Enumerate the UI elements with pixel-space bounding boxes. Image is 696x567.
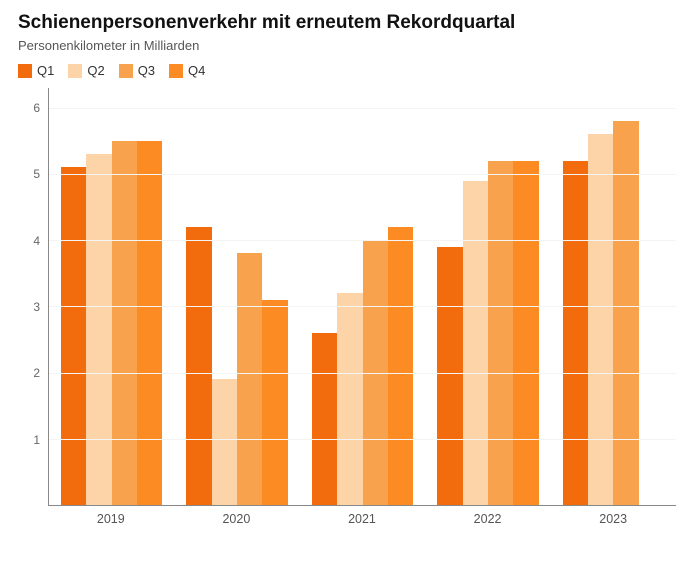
bar-2022-q3: [488, 161, 513, 505]
x-axis-labels: 20192020202120222023: [48, 508, 676, 528]
bar-2021-q1: [312, 333, 337, 505]
legend-swatch: [18, 64, 32, 78]
bar-2019-q4: [137, 141, 162, 505]
legend-swatch: [169, 64, 183, 78]
bar-2023-q2: [588, 134, 613, 505]
legend-item-q3: Q3: [119, 63, 155, 78]
plot-area: [48, 88, 676, 506]
bar-2019-q2: [86, 154, 111, 505]
legend-label: Q2: [87, 63, 104, 78]
bar-2020-q4: [262, 300, 287, 505]
y-tick-label: 1: [33, 433, 40, 447]
bar-2022-q4: [513, 161, 538, 505]
x-label-2019: 2019: [48, 508, 174, 528]
bar-2019-q1: [61, 167, 86, 505]
legend-swatch: [119, 64, 133, 78]
y-tick-label: 6: [33, 101, 40, 115]
bar-group-2020: [174, 88, 299, 505]
bar-group-2021: [300, 88, 425, 505]
bar-2019-q3: [112, 141, 137, 505]
legend-item-q4: Q4: [169, 63, 205, 78]
legend-label: Q3: [138, 63, 155, 78]
bar-2020-q3: [237, 253, 262, 505]
gridline: [49, 439, 676, 440]
bar-groups: [49, 88, 676, 505]
x-label-2022: 2022: [425, 508, 551, 528]
legend-swatch: [68, 64, 82, 78]
bar-2020-q2: [212, 379, 237, 505]
bar-group-2019: [49, 88, 174, 505]
bar-2021-q2: [337, 293, 362, 505]
legend-label: Q4: [188, 63, 205, 78]
legend-item-q2: Q2: [68, 63, 104, 78]
y-tick-label: 5: [33, 167, 40, 181]
bar-group-2022: [425, 88, 550, 505]
legend-label: Q1: [37, 63, 54, 78]
y-axis: 1 2 3 4 5 6: [18, 88, 44, 528]
bar-2023-q1: [563, 161, 588, 505]
bar-2022-q1: [437, 247, 462, 505]
gridline: [49, 373, 676, 374]
bar-2023-q3: [613, 121, 638, 505]
gridline: [49, 108, 676, 109]
legend-item-q1: Q1: [18, 63, 54, 78]
bar-2022-q2: [463, 181, 488, 505]
x-label-2023: 2023: [550, 508, 676, 528]
bar-group-2023: [551, 88, 676, 505]
y-tick-label: 4: [33, 234, 40, 248]
chart-area: 1 2 3 4 5 6 20192020202120222023: [18, 88, 678, 528]
gridline: [49, 240, 676, 241]
bar-2021-q4: [388, 227, 413, 505]
gridline: [49, 306, 676, 307]
y-tick-label: 2: [33, 366, 40, 380]
x-label-2020: 2020: [174, 508, 300, 528]
bar-2020-q1: [186, 227, 211, 505]
legend: Q1 Q2 Q3 Q4: [18, 63, 678, 78]
chart-subtitle: Personenkilometer in Milliarden: [18, 38, 678, 53]
chart-title: Schienenpersonenverkehr mit erneutem Rek…: [18, 12, 678, 34]
gridline: [49, 174, 676, 175]
x-label-2021: 2021: [299, 508, 425, 528]
y-tick-label: 3: [33, 300, 40, 314]
